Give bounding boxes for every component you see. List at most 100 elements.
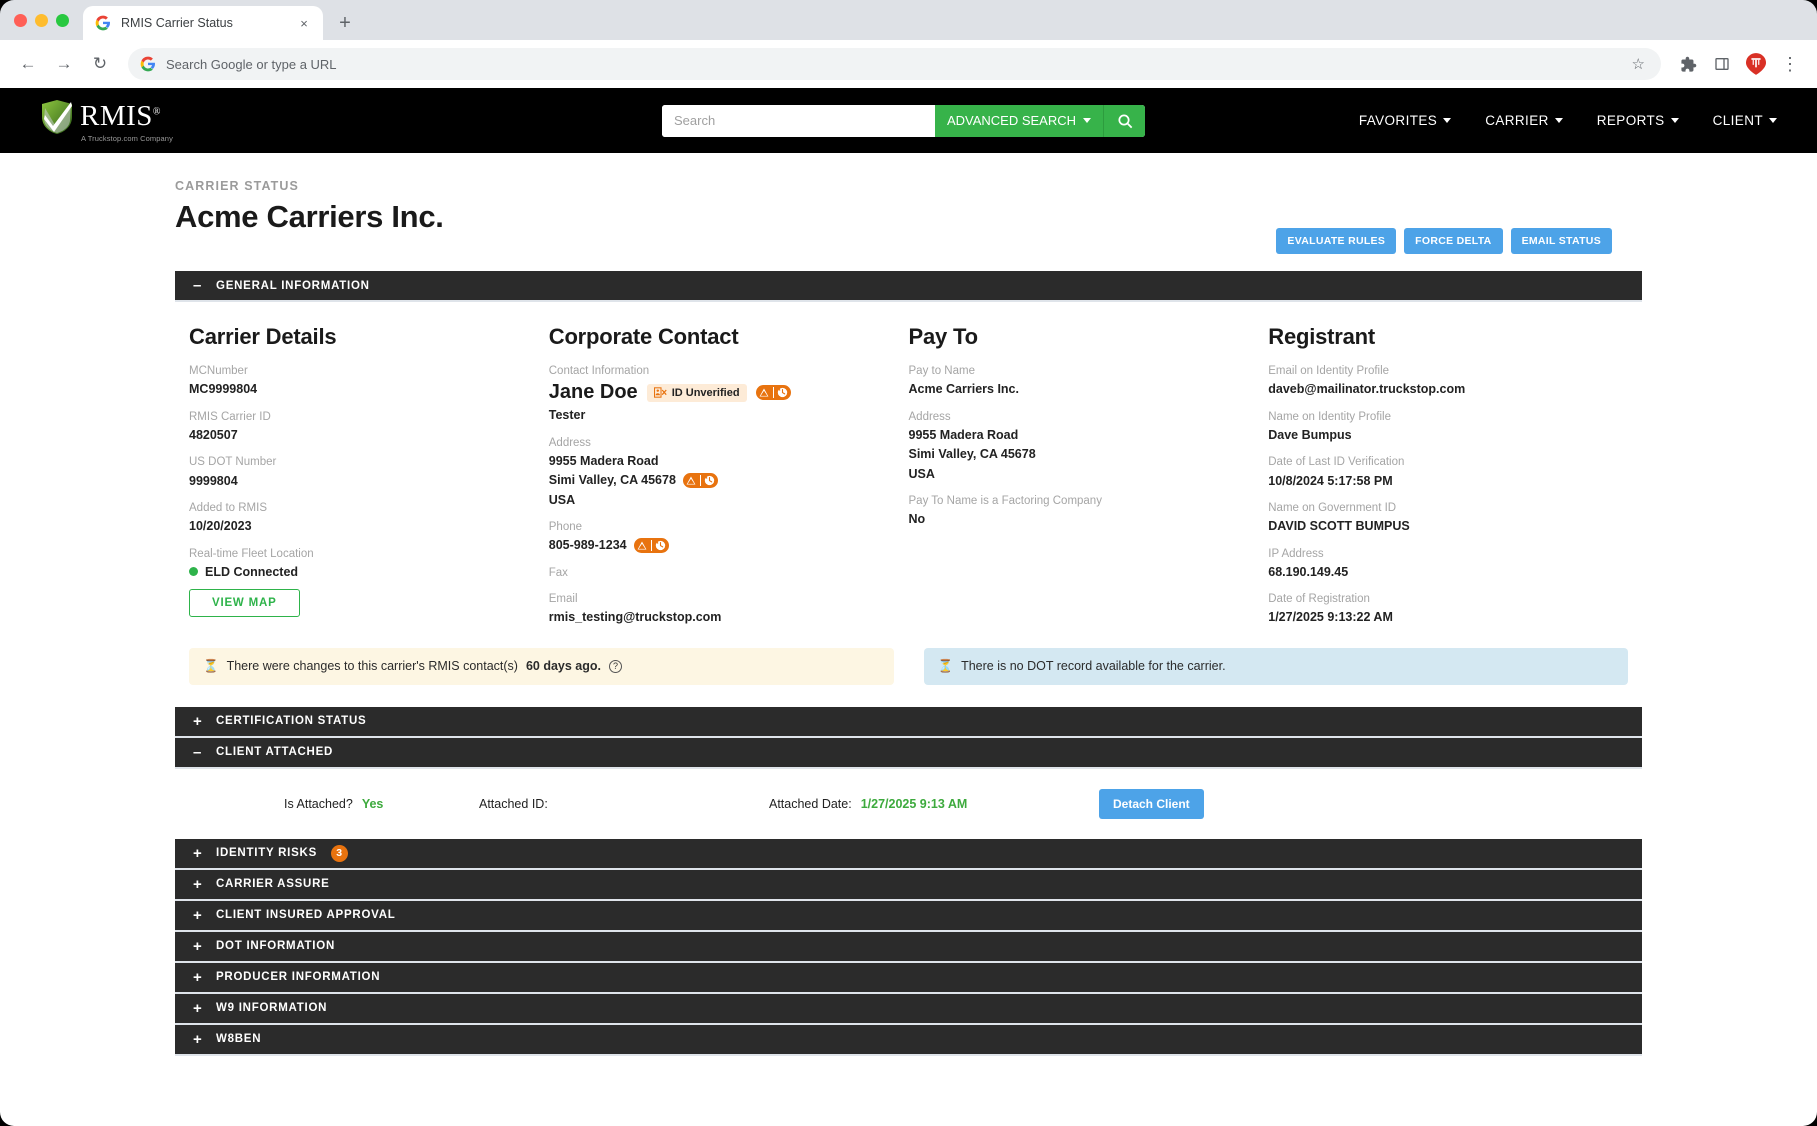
pay-to-name-label: Pay to Name: [908, 365, 975, 377]
hourglass-icon: ⏳: [937, 658, 954, 673]
section-client-insured-approval[interactable]: + CLIENT INSURED APPROVAL: [175, 900, 1642, 932]
view-map-button[interactable]: VIEW MAP: [189, 588, 300, 617]
section-certification-status[interactable]: + CERTIFICATION STATUS: [175, 706, 1642, 738]
phone-risk-badges[interactable]: [633, 538, 669, 554]
attached-date-cell: Attached Date: 1/27/2025 9:13 AM: [769, 797, 1099, 811]
added-to-rmis-label: Added to RMIS: [189, 501, 267, 514]
logo-wordmark: RMIS®: [80, 99, 162, 132]
contact-name-row: Jane Doe ID Unverified: [549, 381, 891, 404]
nav-favorites-label: FAVORITES: [1358, 113, 1438, 128]
reload-icon[interactable]: ↻: [92, 54, 108, 73]
search-input[interactable]: [662, 104, 935, 137]
rmis-carrier-id-value: 4820507: [189, 427, 238, 442]
close-window-button[interactable]: [14, 13, 27, 27]
browser-menu-icon[interactable]: ⋮: [1781, 53, 1799, 74]
contact-risk-badges[interactable]: [755, 385, 791, 401]
mcnumber-value: MC9999804: [189, 382, 258, 397]
page-actions: EVALUATE RULES FORCE DELTA EMAIL STATUS: [0, 228, 1817, 254]
profile-avatar[interactable]: [1741, 49, 1771, 79]
breadcrumb: CARRIER STATUS: [175, 179, 299, 193]
detach-client-button[interactable]: Detach Client: [1099, 788, 1204, 819]
section-certification-status-label: CERTIFICATION STATUS: [216, 715, 367, 728]
close-tab-icon[interactable]: ×: [300, 15, 308, 31]
contact-change-alert-text: There were changes to this carrier's RMI…: [226, 659, 518, 674]
section-general-information[interactable]: – GENERAL INFORMATION: [175, 271, 1642, 302]
expand-icon: +: [193, 937, 203, 955]
section-carrier-assure[interactable]: + CARRIER ASSURE: [175, 869, 1642, 901]
page-title: Acme Carriers Inc.: [175, 199, 444, 234]
expand-icon: +: [193, 712, 203, 730]
history-clock-icon: [702, 473, 717, 488]
attached-id-label: Attached ID:: [479, 796, 548, 811]
chevron-down-icon: [1554, 118, 1563, 123]
nav-carrier-label: CARRIER: [1485, 113, 1549, 128]
id-card-icon: [653, 387, 667, 398]
carrier-details-column: Carrier Details MCNumber MC9999804 RMIS …: [189, 324, 549, 628]
side-panel-icon[interactable]: [1707, 49, 1737, 79]
badge-divider: [650, 540, 652, 552]
force-delta-button[interactable]: FORCE DELTA: [1404, 228, 1503, 254]
expand-icon: +: [193, 999, 203, 1017]
address-bar[interactable]: Search Google or type a URL ☆: [128, 48, 1661, 80]
section-producer-information[interactable]: + PRODUCER INFORMATION: [175, 962, 1642, 994]
rmis-logo[interactable]: RMIS® A Truckstop.com Company: [40, 99, 173, 143]
expand-icon: +: [193, 844, 203, 862]
evaluate-rules-button[interactable]: EVALUATE RULES: [1276, 228, 1397, 254]
id-unverified-badge[interactable]: ID Unverified: [646, 383, 747, 402]
email-status-button[interactable]: EMAIL STATUS: [1510, 228, 1612, 254]
nav-carrier[interactable]: CARRIER: [1485, 113, 1563, 128]
section-w8ben[interactable]: + W8BEN: [175, 1024, 1642, 1056]
search-submit-button[interactable]: [1103, 104, 1145, 137]
section-dot-information[interactable]: + DOT INFORMATION: [175, 931, 1642, 963]
no-dot-record-alert-text: There is no DOT record available for the…: [961, 659, 1226, 674]
address-risk-badges[interactable]: [682, 473, 718, 489]
back-icon[interactable]: ←: [19, 54, 37, 73]
date-of-registration-value: 1/27/2025 9:13:22 AM: [1268, 610, 1393, 625]
alert-row: ⏳ There were changes to this carrier's R…: [175, 628, 1642, 707]
window-controls[interactable]: [14, 0, 83, 40]
date-of-registration-label: Date of Registration: [1268, 593, 1370, 606]
advanced-search-button[interactable]: ADVANCED SEARCH: [934, 104, 1103, 137]
global-search[interactable]: ADVANCED SEARCH: [662, 104, 1145, 137]
registrant-name-label: Name on Identity Profile: [1268, 410, 1391, 423]
history-clock-icon: [653, 538, 668, 553]
hourglass-icon: ⏳: [203, 658, 219, 673]
contact-change-alert-emphasis: 60 days ago.: [525, 659, 602, 674]
history-clock-icon: [775, 385, 790, 400]
browser-tabstrip: RMIS Carrier Status × +: [0, 0, 1817, 40]
contact-fax-label: Fax: [548, 566, 568, 579]
section-client-attached[interactable]: – CLIENT ATTACHED: [175, 737, 1642, 769]
contact-address-line3: USA: [548, 492, 576, 507]
nav-client[interactable]: CLIENT: [1713, 113, 1777, 128]
browser-tab[interactable]: RMIS Carrier Status ×: [83, 6, 323, 40]
expand-icon: +: [193, 968, 203, 986]
maximize-window-button[interactable]: [56, 13, 69, 27]
logo-tagline: A Truckstop.com Company: [81, 133, 173, 143]
corporate-contact-heading: Corporate Contact: [548, 324, 739, 349]
us-dot-number-label: US DOT Number: [189, 456, 277, 469]
bookmark-star-icon[interactable]: ☆: [1631, 56, 1645, 73]
page-header: CARRIER STATUS Acme Carriers Inc.: [0, 153, 1817, 235]
warning-triangle-icon: [684, 473, 699, 488]
magnifier-icon: [1117, 113, 1132, 128]
nav-reports[interactable]: REPORTS: [1597, 113, 1679, 128]
gov-id-name-label: Name on Government ID: [1268, 501, 1397, 514]
google-favicon: [95, 15, 110, 31]
badge-divider: [772, 387, 774, 399]
contact-address-line2: Simi Valley, CA 45678: [548, 473, 676, 488]
tab-title: RMIS Carrier Status: [121, 16, 233, 30]
nav-favorites[interactable]: FAVORITES: [1358, 113, 1452, 128]
expand-icon: +: [193, 875, 203, 893]
address-bar-text[interactable]: Search Google or type a URL: [166, 56, 337, 72]
section-identity-risks[interactable]: + IDENTITY RISKS 3: [175, 838, 1642, 870]
puzzle-icon[interactable]: [1673, 49, 1703, 79]
help-icon[interactable]: ?: [609, 659, 623, 673]
eld-status-label: ELD Connected: [205, 564, 299, 579]
minimize-window-button[interactable]: [35, 13, 48, 27]
no-dot-record-alert: ⏳ There is no DOT record available for t…: [923, 647, 1628, 685]
new-tab-button[interactable]: +: [339, 11, 351, 34]
carrier-details-heading: Carrier Details: [189, 324, 337, 349]
forward-icon[interactable]: →: [55, 54, 73, 73]
bottom-spacer: [175, 1055, 1642, 1065]
section-w9-information[interactable]: + W9 INFORMATION: [175, 993, 1642, 1025]
